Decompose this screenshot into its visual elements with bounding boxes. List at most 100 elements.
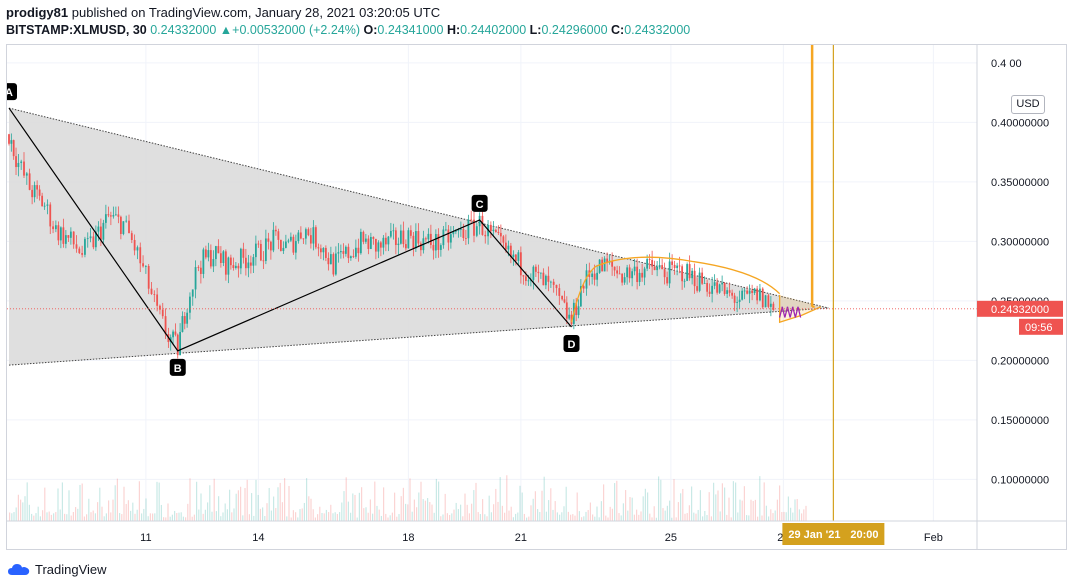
volume-bar: [332, 513, 334, 521]
high-label: H:: [446, 23, 461, 37]
volume-bar: [44, 487, 46, 521]
candle-body: [738, 299, 741, 302]
volume-bar: [411, 511, 413, 521]
volume-bar: [699, 490, 701, 521]
volume-bar: [279, 482, 281, 521]
volume-bar: [372, 513, 374, 521]
candle-body: [653, 266, 656, 271]
volume-bar: [200, 493, 202, 521]
volume-bar: [611, 508, 613, 521]
candle-body: [357, 247, 360, 254]
candle-body: [470, 219, 473, 221]
price-chart[interactable]: ABCD0.100000000.150000000.200000000.2500…: [7, 45, 1067, 550]
volume-bar: [138, 481, 140, 521]
volume-bar: [541, 490, 543, 521]
volume-bar: [732, 481, 734, 521]
candle-body: [534, 266, 537, 272]
volume-bar: [713, 482, 715, 521]
candle-body: [563, 299, 566, 303]
volume-bar: [717, 490, 719, 521]
candle-body: [751, 290, 754, 293]
candle-body: [681, 266, 684, 282]
volume-bar: [253, 515, 255, 521]
volume-bar: [583, 516, 585, 521]
candle-body: [334, 253, 337, 275]
candle-body: [454, 230, 457, 232]
volume-bar: [559, 514, 561, 521]
candle-body: [759, 288, 761, 301]
candle-body: [144, 266, 147, 267]
volume-bar: [660, 479, 662, 521]
candle-body: [176, 334, 179, 356]
volume-bar: [383, 487, 385, 521]
volume-bar: [730, 517, 732, 521]
currency-badge[interactable]: USD: [1011, 95, 1045, 114]
volume-bar: [438, 481, 440, 521]
publish-line: prodigy81 published on TradingView.com, …: [6, 4, 1066, 22]
chart-area[interactable]: ABCD0.100000000.150000000.200000000.2500…: [6, 44, 1067, 550]
volume-bar: [796, 499, 798, 521]
volume-bar: [114, 485, 116, 521]
triangle-lower-line: [8, 307, 829, 366]
volume-bar: [563, 506, 565, 521]
candle-body: [81, 253, 84, 255]
candle-body: [194, 267, 197, 290]
volume-bar: [785, 512, 787, 521]
candle-body: [484, 234, 487, 237]
volume-bar: [237, 490, 239, 521]
tradingview-logo[interactable]: TradingView: [8, 560, 107, 578]
candle-body: [539, 272, 542, 274]
candle-body: [494, 229, 497, 232]
volume-bar: [211, 511, 213, 521]
candle-body: [613, 266, 616, 271]
candle-body: [172, 331, 174, 338]
volume-bar: [803, 509, 805, 521]
candle-body: [748, 290, 751, 294]
volume-bar: [504, 512, 506, 521]
candle-body: [577, 306, 580, 316]
change-arrow-icon: ▲: [219, 23, 233, 37]
volume-bar: [589, 502, 591, 521]
candle-body: [601, 259, 604, 272]
candle-body: [616, 270, 619, 274]
volume-bar: [653, 506, 655, 521]
candle-body: [414, 231, 417, 249]
candle-body: [249, 262, 252, 266]
candle-body: [661, 265, 664, 270]
pattern-point-d: D: [563, 335, 580, 353]
volume-bar: [523, 513, 525, 521]
candle-body: [473, 219, 475, 236]
candle-body: [136, 247, 139, 251]
candle-body: [726, 290, 729, 294]
candle-body: [229, 257, 232, 266]
volume-bar: [607, 517, 609, 521]
volume-bar: [398, 514, 400, 521]
volume-bar: [651, 517, 653, 521]
volume-bar: [218, 496, 220, 521]
candle-body: [84, 238, 86, 255]
candle-body: [544, 275, 547, 286]
volume-bar: [592, 514, 594, 521]
candle-body: [164, 316, 167, 335]
author-name[interactable]: prodigy81: [6, 5, 69, 20]
candle-body: [339, 251, 342, 253]
volume-bar: [303, 502, 305, 521]
volume-bar: [761, 515, 763, 521]
candle-body: [354, 247, 357, 257]
candle-body: [364, 238, 367, 242]
candle-body: [324, 247, 327, 258]
candle-body: [174, 331, 177, 335]
candle-body: [38, 189, 41, 196]
volume-bar: [724, 487, 726, 521]
volume-bar: [475, 482, 477, 521]
candle-body: [741, 290, 744, 300]
volume-bar: [499, 477, 501, 521]
candle-body: [598, 259, 601, 273]
volume-bar: [792, 512, 794, 521]
volume-bar: [121, 514, 123, 521]
volume-bar: [728, 497, 730, 521]
time-axis-tick-label: 11: [140, 532, 151, 544]
volume-bar: [708, 492, 710, 521]
candle-body: [41, 195, 44, 207]
candle-body: [582, 286, 585, 289]
